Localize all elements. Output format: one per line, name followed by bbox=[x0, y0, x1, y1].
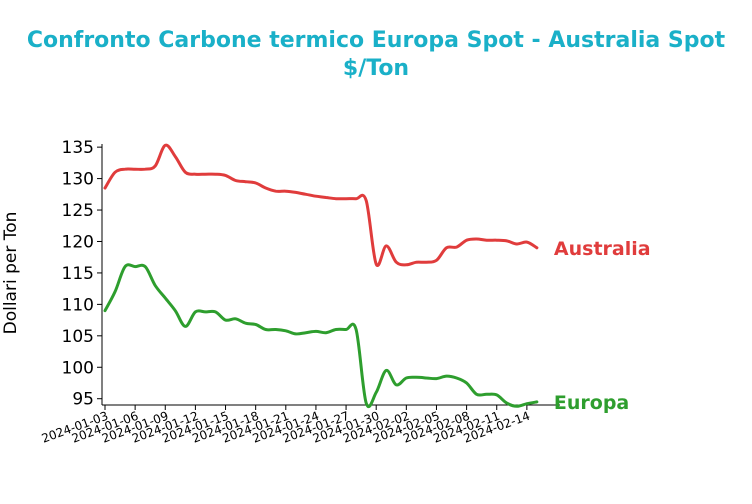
y-tick-label: 120 bbox=[62, 232, 94, 252]
series-layer: Australia Europa bbox=[103, 143, 651, 414]
y-tick-label: 130 bbox=[62, 170, 94, 190]
y-tick-label: 125 bbox=[62, 201, 94, 221]
axes: 951001051101151201251301352024-01-032024… bbox=[40, 138, 560, 446]
y-tick-label: 115 bbox=[62, 264, 94, 284]
y-tick-label: 105 bbox=[62, 327, 94, 347]
y-tick-label: 110 bbox=[62, 295, 94, 315]
chart-title: Confronto Carbone termico Europa Spot - … bbox=[27, 28, 726, 53]
y-tick-label: 95 bbox=[72, 390, 94, 410]
y-tick-label: 135 bbox=[62, 138, 94, 158]
y-tick-label: 100 bbox=[62, 358, 94, 378]
series-label-europa: Europa bbox=[554, 392, 629, 414]
chart-subtitle: $/Ton bbox=[343, 56, 409, 81]
series-line-australia bbox=[103, 143, 539, 268]
series-line-europa bbox=[103, 263, 539, 409]
y-axis-label: Dollari per Ton bbox=[1, 212, 21, 335]
series-label-australia: Australia bbox=[554, 238, 651, 260]
